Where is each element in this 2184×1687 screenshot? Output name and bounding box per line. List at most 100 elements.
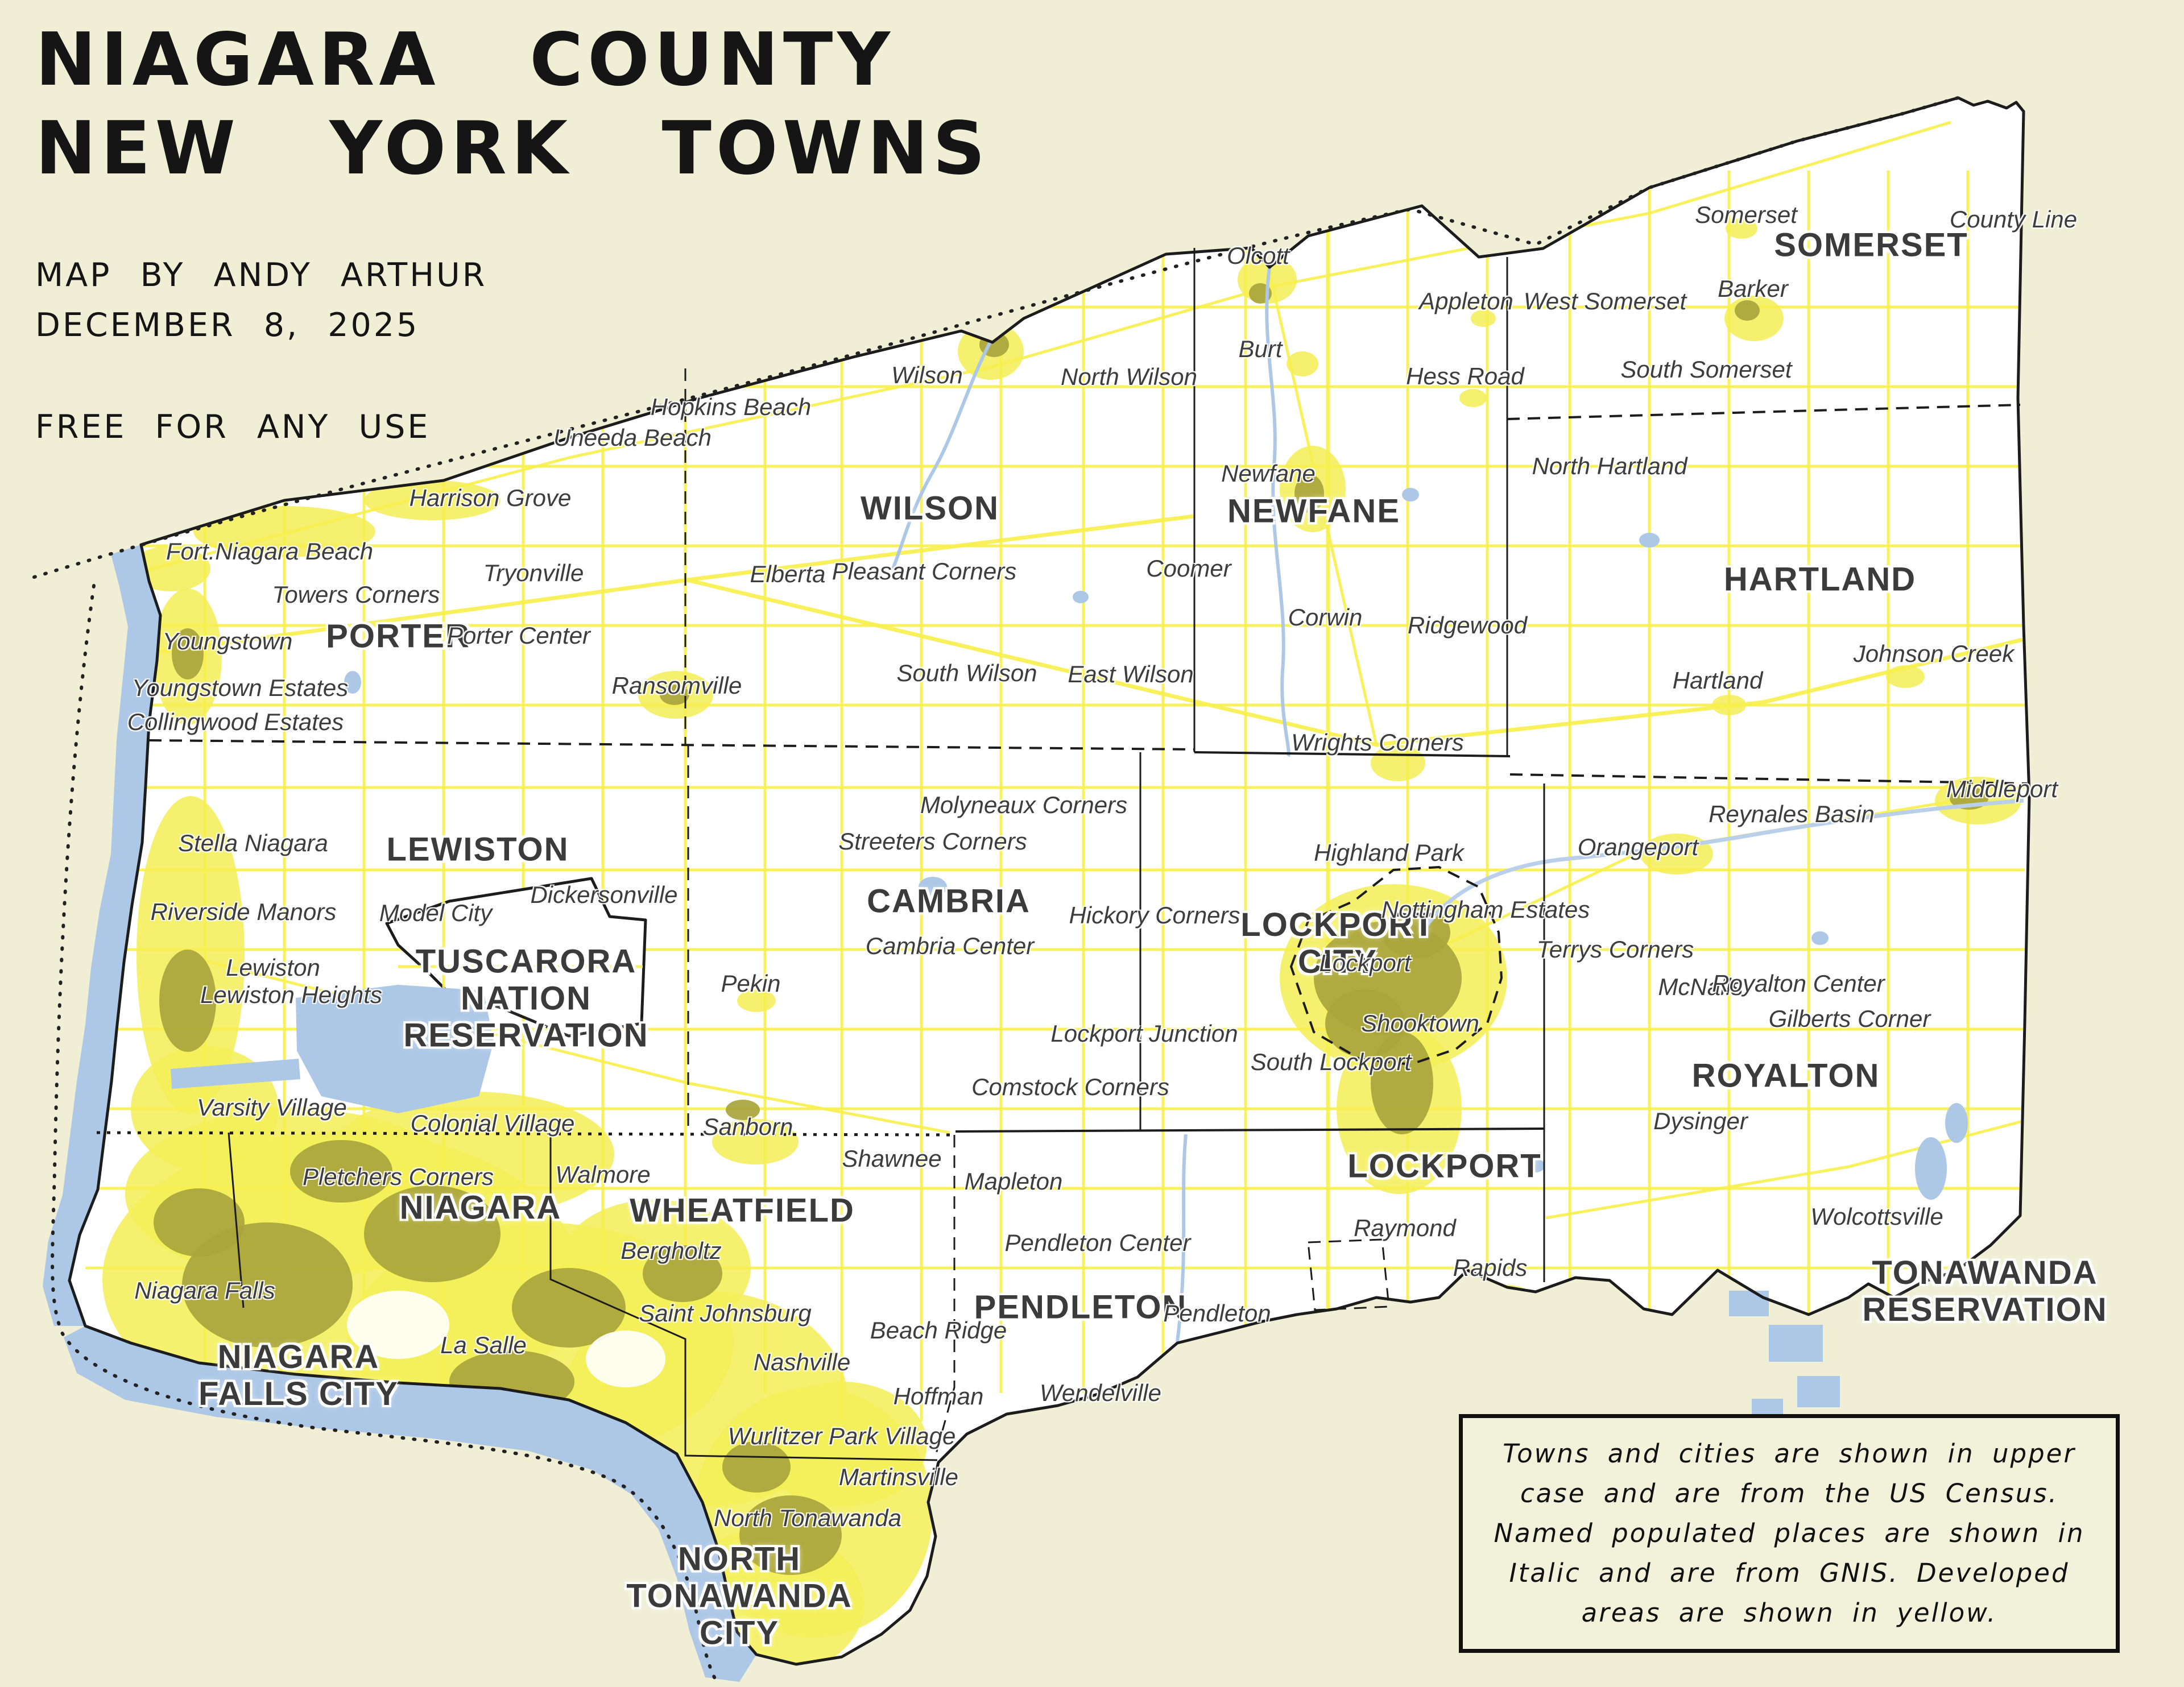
- place-label: Burt: [1238, 335, 1283, 362]
- legend-note-box: Towns and cities are shown in upper case…: [1459, 1414, 2120, 1653]
- place-label: North Hartland: [1532, 453, 1687, 479]
- place-label: La Salle: [440, 1332, 527, 1358]
- place-label: Fort.Niagara Beach: [166, 538, 374, 565]
- note-line: areas are shown in yellow.: [1581, 1598, 1997, 1628]
- place-label: Rapids: [1453, 1254, 1528, 1281]
- place-label: Walmore: [555, 1160, 651, 1188]
- place-label: North Wilson: [1060, 363, 1198, 390]
- town-label: LOCKPORT CITY: [1240, 906, 1435, 980]
- place-label: Porter Center: [446, 622, 591, 649]
- place-label: Varsity Village: [197, 1094, 347, 1121]
- place-label: Bergholtz: [621, 1237, 722, 1264]
- place-label: Beach Ridge: [870, 1317, 1007, 1344]
- town-label: LOCKPORT: [1347, 1147, 1542, 1185]
- place-label: Corwin: [1288, 604, 1363, 631]
- place-label: Martinsville: [838, 1464, 959, 1490]
- place-label: Royalton Center: [1712, 970, 1885, 997]
- place-label: Barker: [1718, 275, 1788, 302]
- place-label: Lockport: [1319, 950, 1411, 976]
- place-label: Ransomville: [611, 672, 742, 699]
- town-label: WHEATFIELD: [630, 1192, 855, 1229]
- place-label: East Wilson: [1068, 661, 1194, 687]
- lewiston-reservoir: [296, 985, 494, 1113]
- place-label: Dickersonville: [530, 881, 678, 908]
- place-label: Shooktown: [1361, 1010, 1479, 1037]
- town-label: ROYALTON: [1691, 1057, 1880, 1095]
- water-features: [43, 267, 2024, 1682]
- town-label: LEWISTON: [386, 831, 569, 868]
- eighteen-mile-creek: [1265, 267, 1290, 757]
- place-label: Colonial Village: [410, 1110, 575, 1137]
- place-label: South Wilson: [896, 660, 1037, 686]
- place-label: Uneeda Beach: [553, 424, 712, 451]
- place-label: Wrights Corners: [1291, 728, 1464, 756]
- town-label: PENDLETON: [974, 1288, 1188, 1326]
- south-lockport-outline: [1307, 1238, 1390, 1311]
- place-label: Somerset: [1695, 201, 1797, 228]
- license-text: FREE FOR ANY USE: [35, 408, 431, 446]
- place-label: Pleasant Corners: [832, 557, 1017, 585]
- place-label: Wilson: [891, 362, 963, 388]
- place-label: Raymond: [1354, 1215, 1456, 1241]
- town-label: HARTLAND: [1723, 561, 1917, 598]
- place-label: Streeters Corners: [838, 828, 1027, 855]
- place-label: Gilberts Corner: [1768, 1005, 1931, 1032]
- place-label: Appleton: [1419, 288, 1513, 314]
- place-label: Newfane: [1221, 460, 1316, 487]
- note-line: Italic and are from GNIS. Developed: [1509, 1558, 2070, 1589]
- place-label: Dysinger: [1653, 1107, 1748, 1134]
- place-label: Pekin: [721, 970, 781, 997]
- tuscarora-reservation-outline: [385, 877, 647, 1038]
- town-label: TUSCARORA NATION RESERVATION: [403, 943, 649, 1054]
- place-label: Pletchers Corners: [302, 1163, 494, 1190]
- place-label: Hartland: [1672, 667, 1763, 694]
- map-title-line2: NEW YORK TOWNS: [35, 106, 990, 192]
- lockport-city-outline: [1289, 865, 1503, 1066]
- byline-author: MAP BY ANDY ARTHUR: [35, 256, 487, 294]
- place-label: Elberta: [750, 561, 826, 587]
- place-label: Highland Park: [1314, 839, 1464, 866]
- place-label: Collingwood Estates: [127, 708, 344, 735]
- place-label: Towers Corners: [272, 581, 440, 608]
- place-label: Mapleton: [964, 1167, 1063, 1195]
- place-label: County Line: [1949, 206, 2078, 233]
- wilson-creek: [891, 340, 992, 570]
- town-label: SOMERSET: [1774, 226, 1968, 264]
- place-label: Orangeport: [1577, 834, 1699, 860]
- note-line: Towns and cities are shown in upper: [1503, 1438, 2076, 1469]
- map-title-line1: NIAGARA COUNTY: [35, 18, 895, 102]
- place-label: Sanborn: [702, 1113, 793, 1140]
- place-label: Saint Johnsburg: [639, 1300, 812, 1327]
- place-label: Molyneaux Corners: [920, 791, 1128, 818]
- dense-urban-patches: [154, 283, 1988, 1575]
- place-label: Cambria Center: [865, 932, 1035, 959]
- town-label: PORTER: [326, 617, 470, 655]
- place-label: Youngstown Estates: [131, 674, 349, 701]
- byline-date: DECEMBER 8, 2025: [35, 306, 420, 345]
- place-label: Pendleton Center: [1004, 1229, 1191, 1256]
- place-label: Terrys Corners: [1536, 936, 1694, 963]
- place-label: Comstock Corners: [971, 1073, 1169, 1100]
- town-boundaries: [96, 248, 2028, 1461]
- town-label: TONAWANDA RESERVATION: [1862, 1254, 2108, 1328]
- place-label: Riverside Manors: [150, 898, 337, 925]
- place-label: Lewiston: [226, 954, 320, 981]
- place-label: Coomer: [1146, 555, 1231, 582]
- place-label: Hess Road: [1406, 363, 1524, 389]
- place-label: West Somerset: [1523, 288, 1687, 314]
- place-label: Lewiston Heights: [200, 981, 382, 1008]
- place-label: Johnson Creek: [1853, 640, 2015, 667]
- place-label: Shawnee: [842, 1145, 942, 1172]
- place-label: Tryonville: [483, 559, 584, 586]
- place-label: Hickory Corners: [1069, 902, 1240, 929]
- town-label: NEWFANE: [1227, 492, 1400, 530]
- place-label: Niagara Falls: [134, 1277, 275, 1304]
- place-label: McNalls: [1658, 973, 1743, 1000]
- title-block: NIAGARA COUNTY NEW YORK TOWNS: [35, 16, 990, 193]
- place-label: Nottingham Estates: [1381, 896, 1590, 923]
- place-label: Nashville: [753, 1349, 851, 1375]
- place-label: Middleport: [1946, 776, 2058, 802]
- place-label: Wolcottsville: [1810, 1203, 1943, 1230]
- place-label: Wurlitzer Park Village: [727, 1423, 956, 1449]
